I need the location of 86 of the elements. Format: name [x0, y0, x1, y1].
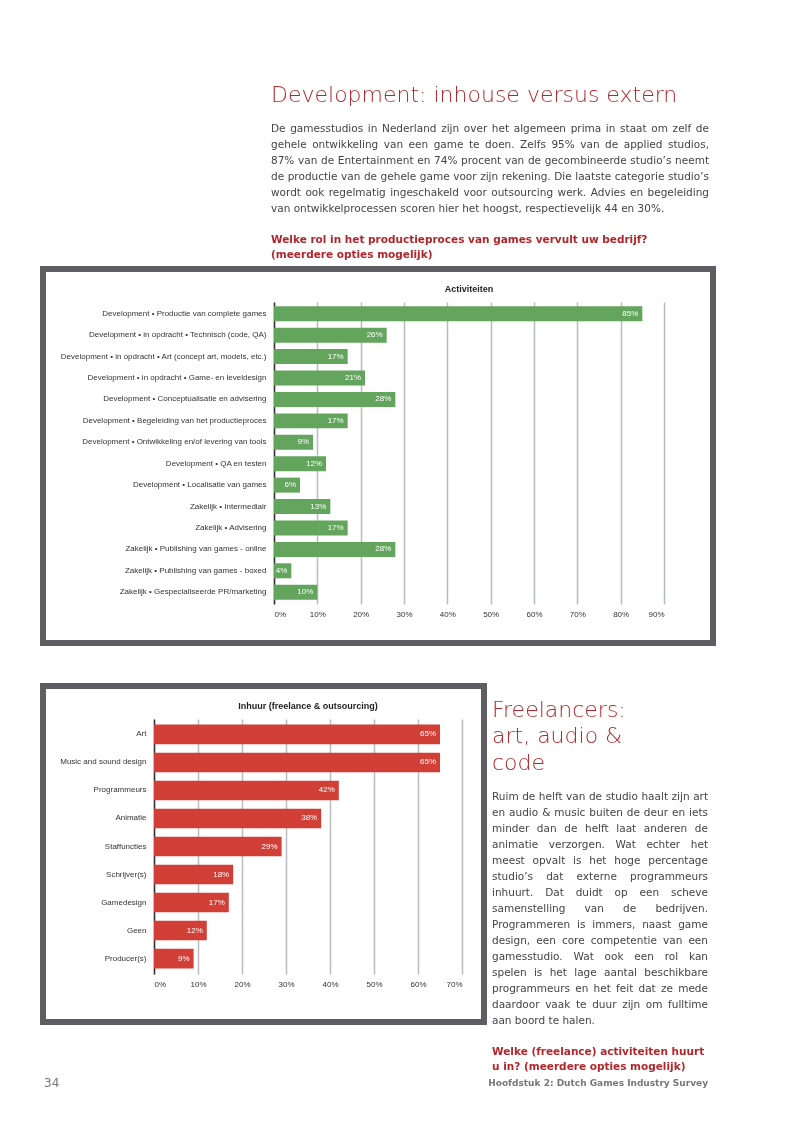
y-tick-label: Geen	[126, 925, 147, 935]
data-label: 4%	[275, 565, 288, 575]
data-label: 13%	[310, 501, 327, 511]
x-tick-label: 20%	[234, 979, 251, 989]
text: 34	[44, 1076, 60, 1090]
data-label: 17%	[327, 351, 344, 361]
data-label: 9%	[297, 437, 309, 447]
data-label: 18%	[213, 869, 230, 879]
x-tick-label: 50%	[366, 979, 383, 989]
x-tick-label: 0%	[274, 609, 287, 619]
bar	[274, 499, 331, 515]
bar	[274, 541, 396, 557]
x-tick-label: 50%	[483, 609, 500, 619]
x-tick-label: 40%	[439, 609, 456, 619]
x-tick-label: 30%	[278, 979, 295, 989]
data-label: 9%	[178, 953, 190, 963]
bar	[274, 370, 365, 386]
text: Welke rol in het productieproces van games vervult uw bedrijf? (meerdere opties mogelijk)	[271, 232, 649, 263]
data-label: 26%	[366, 330, 383, 340]
y-tick-label: Development • in opdracht • Technisch (code, QA)	[88, 330, 267, 340]
data-label: 17%	[327, 522, 344, 532]
bar	[274, 434, 313, 450]
y-tick-label: Zakelijk • Gespecialiseerde PR/marketing	[119, 587, 267, 597]
y-tick-label: Zakelijk • Advisering	[195, 522, 267, 532]
bar	[274, 349, 348, 365]
y-tick-label: Development • Conceptualisatie en advisering	[103, 394, 267, 404]
y-tick-label: Zakelijk • Intermediair	[189, 501, 267, 511]
y-tick-label: Development • QA en testen	[165, 458, 267, 468]
x-tick-label: 10%	[309, 609, 326, 619]
x-tick-label: 30%	[396, 609, 413, 619]
bar	[274, 306, 643, 322]
data-label: 6%	[284, 480, 296, 490]
x-tick-label: 90%	[648, 609, 665, 619]
chart-title: Activiteiten	[444, 284, 494, 294]
y-tick-label: Development • Productie van complete games	[102, 308, 267, 318]
y-tick-label: Development • Localisatie van games	[132, 480, 267, 490]
data-label: 21%	[344, 373, 361, 383]
y-tick-label: Development • Begeleiding van het productieproces	[82, 415, 267, 425]
chart-title: Inhuur (freelance & outsourcing)	[238, 701, 378, 711]
x-tick-label: 20%	[353, 609, 370, 619]
bar	[274, 413, 348, 429]
bar	[274, 520, 348, 536]
x-tick-label: 40%	[322, 979, 339, 989]
bar	[274, 327, 387, 343]
text: Freelancers: art, audio & code	[492, 697, 627, 777]
y-tick-label: Gamedesign	[101, 897, 147, 907]
y-tick-label: Art	[136, 729, 148, 739]
y-tick-label: Schrijver(s)	[106, 869, 147, 879]
bar	[274, 391, 396, 407]
text: Hoofdstuk 2: Dutch Games Industry Survey	[488, 1078, 708, 1088]
data-label: 10%	[297, 587, 314, 597]
y-tick-label: Programmeurs	[93, 785, 147, 795]
x-tick-label: 70%	[446, 979, 463, 989]
data-label: 17%	[208, 897, 225, 907]
data-label: 12%	[186, 925, 203, 935]
x-tick-label: 0%	[154, 979, 167, 989]
y-tick-label: Zakelijk • Publishing van games - boxed	[124, 565, 267, 575]
y-tick-label: Animatie	[115, 813, 148, 823]
data-label: 28%	[375, 394, 392, 404]
data-label: 17%	[327, 415, 344, 425]
text: Welke (freelance) activiteiten huurt u in? (meerdere opties mogelijk)	[492, 1044, 706, 1075]
y-tick-label: Music and sound design	[60, 757, 147, 767]
y-tick-label: Producer(s)	[104, 953, 147, 963]
data-label: 29%	[261, 841, 278, 851]
y-tick-label: Staffuncties	[104, 841, 147, 851]
text: Ruim de helft van de studio haalt zijn art en audio & music buiten de deur en iets minder dan de helft laat anderen de animatie verzorgen. Wat echter het meest opvalt is het hoge percentage studio’s dat externe programmeurs inhuurt. Dat duidt op een scheve samenstelling van de bedrijven. Programmeren is immers, naast game design, een core competentie van een gamesstudio. Wat ook een rol kan spelen is het lage aantal beschikbare programmeurs en het feit dat ze mede daardoor vaak te duur zijn om fulltime aan boord te halen.	[492, 790, 708, 1027]
x-tick-label: 10%	[190, 979, 207, 989]
x-tick-label: 80%	[613, 609, 630, 619]
data-label: 38%	[301, 813, 318, 823]
data-label: 12%	[305, 458, 322, 468]
y-tick-label: Development • in opdracht • Game- en leveldesign	[87, 373, 267, 383]
data-label: 65%	[419, 757, 436, 767]
data-label: 65%	[419, 729, 436, 739]
bar	[274, 456, 326, 472]
x-tick-label: 70%	[569, 609, 586, 619]
data-label: 28%	[375, 544, 392, 554]
x-tick-label: 60%	[410, 979, 427, 989]
y-tick-label: Zakelijk • Publishing van games - online	[125, 544, 268, 554]
bar	[274, 584, 318, 600]
x-tick-label: 60%	[526, 609, 543, 619]
y-tick-label: Development • in opdracht • Art (concept art, models, etc.)	[60, 351, 267, 361]
data-label: 85%	[622, 308, 639, 318]
text: Development: inhouse versus extern	[271, 82, 679, 109]
y-tick-label: Development • Ontwikkeling en/of levering van tools	[82, 437, 267, 447]
data-label: 42%	[318, 785, 335, 795]
text: De gamesstudios in Nederland zijn over het algemeen prima in staat om zelf de gehele ontwikkeling van een game te doen. Zelfs 95% van de applied studios, 87% van de Entertainment en 74% procent van de gecombineerde studio’s neemt de productie van de gehele game voor zijn rekening. Die laatste categorie studio’s wordt ook regelmatig ingeschakeld voor outsourcing werk. Advies en begeleiding van ontwikkelprocessen scoren hier het hoogst, respectievelijk 44 en 30%.	[271, 121, 709, 217]
